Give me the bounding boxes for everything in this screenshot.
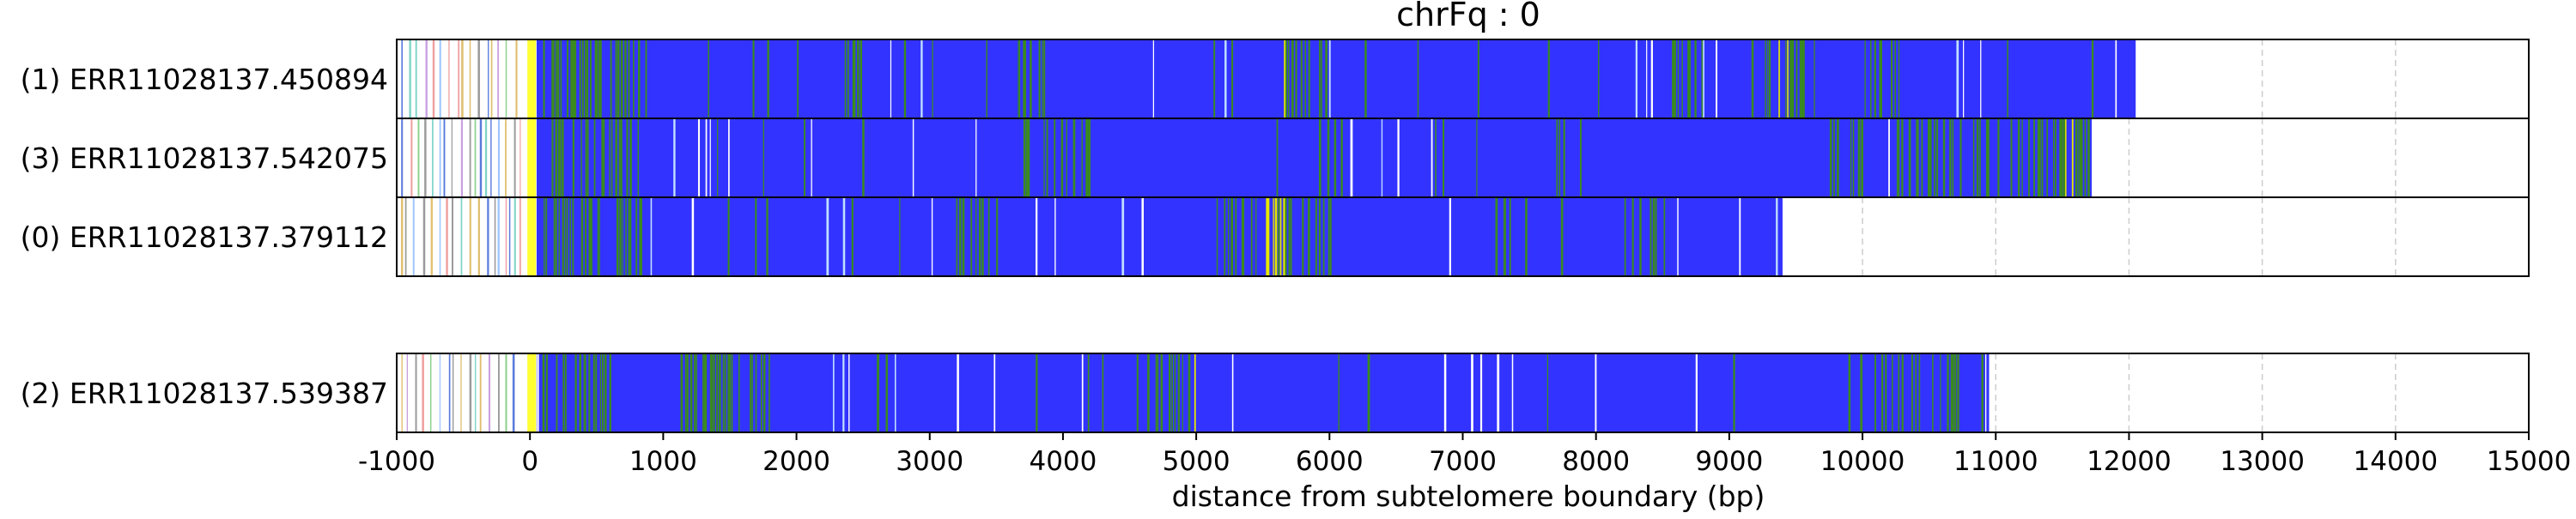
x-tick-label: 10000 [1820, 446, 1905, 477]
read-row: (0) ERR11028137.379112 [21, 196, 2530, 277]
read-label: (2) ERR11028137.539387 [21, 377, 388, 410]
x-tick-label: 1000 [629, 446, 697, 477]
x-tick-label: 11000 [1953, 446, 2038, 477]
repeat-block [536, 353, 1990, 432]
read-track-frame [396, 196, 2530, 277]
chart-title: chrFq : 0 [1396, 0, 1540, 33]
repeat-block [536, 39, 2136, 118]
boundary-mark [527, 39, 537, 118]
x-tick-label: 7000 [1429, 446, 1497, 477]
repeat-block [536, 118, 2092, 197]
read-row: (3) ERR11028137.542075 [21, 118, 2530, 198]
read-label: (3) ERR11028137.542075 [21, 142, 388, 175]
x-tick-label: 15000 [2487, 446, 2572, 477]
x-tick-label: 2000 [762, 446, 830, 477]
read-panels: (1) ERR11028137.450894 (3) ERR11028137.54… [21, 39, 2530, 433]
x-tick-label: 6000 [1296, 446, 1364, 477]
x-axis: -1000 0 1000 2000 3000 4000 5000 6000 7000 8000 90… [358, 432, 2571, 477]
x-tick-label: 9000 [1695, 446, 1763, 477]
x-tick-label: 13000 [2220, 446, 2305, 477]
boundary-mark [527, 353, 537, 432]
x-axis-label: distance from subtelomere boundary (bp) [1172, 480, 1765, 513]
read-label: (0) ERR11028137.379112 [21, 220, 388, 254]
x-tick-label: 14000 [2354, 446, 2439, 477]
repeat-block [536, 197, 1783, 276]
x-tick-label: 4000 [1029, 446, 1097, 477]
x-tick-label: 12000 [2087, 446, 2172, 477]
read-row: (2) ERR11028137.539387 [21, 353, 2530, 433]
read-row: (1) ERR11028137.450894 [21, 39, 2530, 119]
x-tick-label: -1000 [358, 446, 435, 477]
x-tick-label: 3000 [896, 446, 963, 477]
boundary-mark [527, 197, 537, 276]
boundary-mark [527, 118, 537, 197]
x-tick-label: 5000 [1163, 446, 1230, 477]
read-label: (1) ERR11028137.450894 [21, 63, 388, 96]
x-tick-label: 8000 [1562, 446, 1630, 477]
x-tick-label: 0 [521, 446, 538, 477]
